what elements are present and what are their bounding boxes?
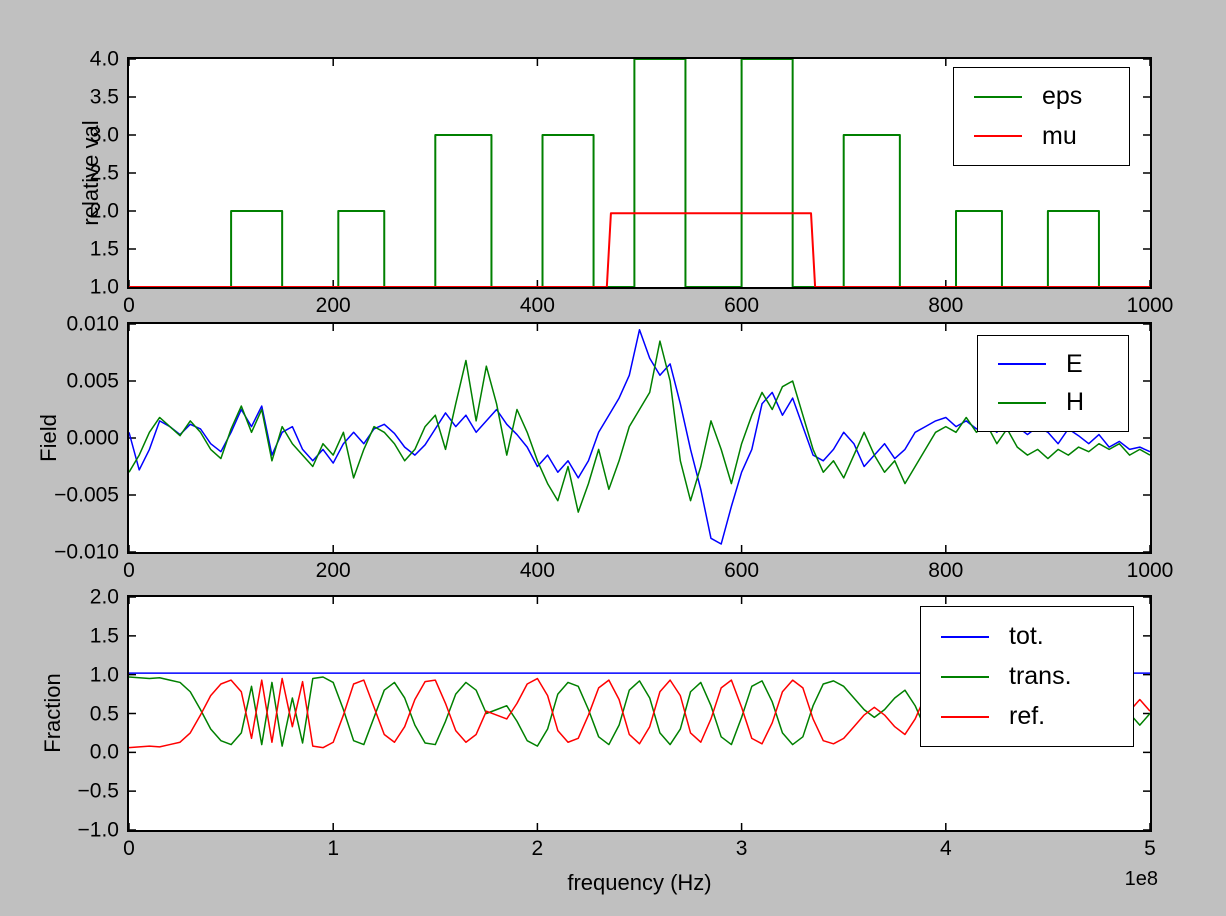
x-tick-label: 600 bbox=[724, 559, 760, 582]
y-tick-label: 0.000 bbox=[66, 426, 119, 450]
legend-line-sample bbox=[998, 363, 1046, 366]
x-tick-label: 200 bbox=[315, 559, 351, 582]
legend-label: eps bbox=[1042, 82, 1083, 111]
y-tick-label: −0.5 bbox=[77, 779, 119, 803]
legend-label: H bbox=[1066, 388, 1085, 417]
x-axis-offset-label: 1e8 bbox=[1124, 868, 1158, 890]
x-tick-label: 800 bbox=[928, 559, 964, 582]
tick-marks bbox=[129, 324, 1150, 552]
legend-label: tot. bbox=[1009, 622, 1044, 650]
tick-marks bbox=[129, 59, 1150, 287]
legend-item: ref. bbox=[921, 702, 1133, 731]
y-tick-label: 3.5 bbox=[89, 85, 119, 109]
y-tick-label: 1.0 bbox=[89, 663, 119, 687]
y-axis-label-field: Field bbox=[36, 414, 61, 462]
y-tick-label: 1.0 bbox=[89, 275, 119, 299]
x-tick-label: 400 bbox=[519, 559, 555, 582]
legend-label: trans. bbox=[1009, 662, 1072, 690]
x-tick-label: 200 bbox=[315, 294, 351, 317]
y-tick-label: 1.5 bbox=[89, 624, 119, 648]
y-tick-label: 0.010 bbox=[66, 312, 119, 336]
legend-item: E bbox=[978, 350, 1128, 379]
x-tick-label: 600 bbox=[724, 294, 760, 317]
y-tick-label: 0.0 bbox=[89, 740, 119, 764]
y-tick-label: 0.5 bbox=[89, 702, 119, 725]
y-tick-label: 0.005 bbox=[66, 369, 119, 393]
legend-label: ref. bbox=[1009, 702, 1046, 730]
legend-item: H bbox=[978, 388, 1128, 417]
y-tick-label: −0.010 bbox=[54, 540, 119, 564]
y-tick-label: −1.0 bbox=[77, 818, 119, 842]
legend-line-sample bbox=[974, 135, 1022, 138]
legend-item: tot. bbox=[921, 622, 1133, 651]
y-tick-label: 3.0 bbox=[89, 123, 119, 147]
x-tick-label: 1000 bbox=[1126, 559, 1174, 582]
x-tick-label: 5 bbox=[1144, 837, 1156, 860]
materials-plot-canvas bbox=[129, 59, 1150, 287]
legend-line-sample bbox=[974, 95, 1022, 98]
x-axis-label-frequency: frequency (Hz) bbox=[567, 870, 712, 895]
y-tick-label: 2.0 bbox=[89, 585, 119, 609]
legend-line-sample bbox=[941, 715, 989, 718]
legend-line-sample bbox=[941, 675, 989, 678]
x-tick-label: 0 bbox=[123, 837, 135, 860]
legend-fraction: tot. trans. ref. bbox=[920, 606, 1134, 747]
y-tick-label: 2.5 bbox=[89, 161, 119, 185]
x-tick-label: 400 bbox=[519, 294, 555, 317]
x-tick-label: 4 bbox=[939, 837, 952, 860]
x-tick-label: 1 bbox=[327, 837, 340, 860]
legend-line-sample bbox=[941, 635, 989, 638]
legend-item: eps bbox=[954, 82, 1129, 111]
y-tick-label: −0.005 bbox=[54, 483, 119, 507]
y-tick-label: 2.0 bbox=[89, 199, 119, 223]
legend-materials: eps mu bbox=[953, 67, 1130, 166]
y-tick-label: 1.5 bbox=[89, 237, 119, 261]
x-tick-label: 3 bbox=[735, 837, 748, 860]
x-tick-label: 2 bbox=[531, 837, 544, 860]
series-mu-line bbox=[129, 212, 1150, 287]
x-tick-label: 0 bbox=[123, 559, 135, 582]
y-tick-label: 4.0 bbox=[89, 47, 119, 71]
x-tick-label: 1000 bbox=[1126, 294, 1174, 317]
legend-label: mu bbox=[1042, 121, 1077, 150]
legend-item: trans. bbox=[921, 662, 1133, 691]
legend-line-sample bbox=[998, 401, 1046, 404]
y-axis-label-fraction: Fraction bbox=[40, 673, 65, 753]
x-tick-label: 0 bbox=[123, 294, 135, 317]
legend-item: mu bbox=[954, 122, 1129, 151]
series-eps-line bbox=[129, 59, 1150, 287]
legend-label: E bbox=[1066, 349, 1083, 378]
x-tick-label: 800 bbox=[928, 294, 964, 317]
tick-marks bbox=[129, 597, 1150, 830]
